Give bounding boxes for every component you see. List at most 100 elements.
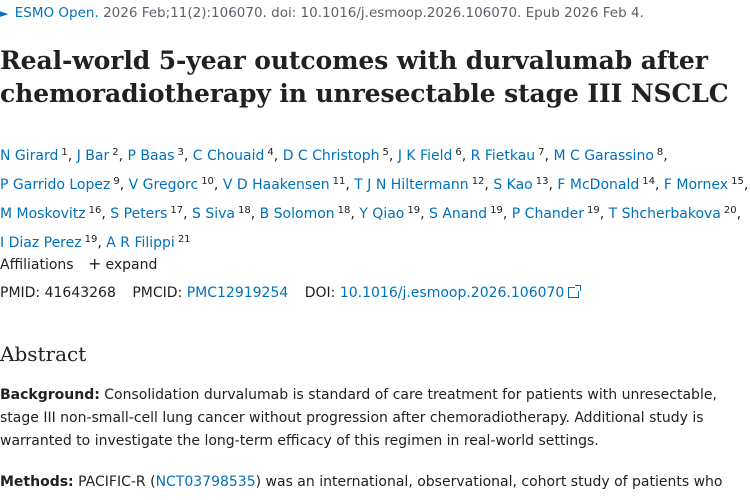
author-item: J K Field 6,: [397, 147, 467, 164]
expand-arrow-icon[interactable]: ►: [0, 7, 9, 20]
plus-icon: +: [88, 254, 102, 273]
affiliations-expand-button[interactable]: + expand: [88, 254, 158, 273]
affiliation-number-link[interactable]: 13: [535, 176, 549, 187]
affiliation-number-link[interactable]: 16: [88, 205, 102, 216]
background-text: Consolidation durvalumab is standard of …: [0, 387, 717, 449]
affiliation-number-link[interactable]: 4: [267, 147, 274, 158]
author-name-link[interactable]: V Gregorc: [128, 177, 199, 193]
affiliation-number-link[interactable]: 17: [170, 205, 184, 216]
affiliation-number-link[interactable]: 6: [455, 147, 462, 158]
author-item: C Chouaid 4,: [192, 147, 279, 164]
author-name-link[interactable]: Y Qiao: [359, 206, 405, 222]
author-item: F McDonald 14,: [557, 176, 660, 193]
author-name-link[interactable]: J Bar: [76, 148, 110, 164]
affiliation-number-link[interactable]: 20: [723, 205, 737, 216]
author-item: F Mornex 15,: [663, 176, 749, 193]
affiliation-number-link[interactable]: 7: [538, 147, 545, 158]
author-name-link[interactable]: P Garrido Lopez: [0, 177, 111, 193]
affiliation-number-link[interactable]: 18: [237, 205, 251, 216]
methods-text-pre: PACIFIC-R (: [78, 474, 156, 490]
affiliations-label: Affiliations: [0, 257, 74, 273]
author-item: P Chander 19,: [511, 205, 605, 222]
affiliation-number-link[interactable]: 1: [61, 147, 68, 158]
affiliation-number-link[interactable]: 15: [731, 176, 744, 187]
affiliation-number-link[interactable]: 9: [113, 176, 120, 187]
author-item: S Anand 19,: [429, 205, 508, 222]
author-item: S Kao 13,: [493, 176, 553, 193]
doi-link[interactable]: 10.1016/j.esmoop.2026.106070: [339, 285, 582, 301]
author-name-link[interactable]: F McDonald: [557, 177, 640, 193]
pmid-label: PMID:: [0, 285, 41, 301]
affiliation-number-link[interactable]: 11: [332, 176, 346, 187]
author-name-link[interactable]: C Chouaid: [192, 148, 265, 164]
author-name-link[interactable]: J K Field: [397, 148, 453, 164]
author-item: Y Qiao 19,: [359, 205, 425, 222]
affiliation-number-link[interactable]: 10: [201, 176, 214, 187]
affiliation-number-link[interactable]: 2: [112, 147, 119, 158]
author-name-link[interactable]: T J N Hiltermann: [354, 177, 469, 193]
author-item: R Fietkau 7,: [470, 147, 549, 164]
author-name-link[interactable]: F Mornex: [663, 177, 729, 193]
citation-line: ► ESMO Open. 2026 Feb;11(2):106070. doi:…: [0, 3, 644, 24]
author-name-link[interactable]: M C Garassino: [553, 148, 654, 164]
affiliation-number-link[interactable]: 8: [656, 147, 664, 158]
affiliation-number-link[interactable]: 19: [587, 205, 600, 216]
affiliations-row: Affiliations + expand: [0, 254, 157, 275]
trial-registry-link[interactable]: NCT03798535: [155, 474, 256, 490]
pmcid-label: PMCID:: [132, 285, 183, 301]
author-item: P Garrido Lopez 9,: [0, 176, 125, 193]
author-item: V Gregorc 10,: [128, 176, 219, 193]
author-item: J Bar 2,: [76, 147, 124, 164]
author-name-link[interactable]: B Solomon: [259, 206, 335, 222]
affiliation-number-link[interactable]: 3: [177, 147, 184, 158]
author-item: N Girard 1,: [0, 147, 73, 164]
author-name-link[interactable]: S Peters: [110, 206, 168, 222]
affiliation-number-link[interactable]: 19: [490, 205, 503, 216]
author-item: A R Filippi 21: [106, 234, 191, 251]
author-item: M C Garassino 8,: [553, 147, 668, 164]
author-name-link[interactable]: N Girard: [0, 148, 59, 164]
methods-label: Methods:: [0, 474, 74, 490]
affiliation-number-link[interactable]: 14: [642, 176, 655, 187]
pmcid-link[interactable]: PMC12919254: [186, 285, 289, 301]
author-name-link[interactable]: R Fietkau: [470, 148, 536, 164]
author-item: M Moskovitz 16,: [0, 205, 106, 222]
background-label: Background:: [0, 387, 100, 403]
doi-label: DOI:: [304, 285, 336, 301]
affiliation-number-link[interactable]: 19: [84, 234, 98, 245]
external-link-icon: [568, 285, 582, 298]
affiliation-number-link[interactable]: 12: [471, 176, 485, 187]
doi-link-text: 10.1016/j.esmoop.2026.106070: [339, 285, 565, 301]
author-name-link[interactable]: A R Filippi: [106, 235, 175, 251]
journal-link[interactable]: ESMO Open.: [14, 5, 99, 21]
affiliation-number-link[interactable]: 21: [177, 234, 191, 245]
author-item: D C Christoph 5,: [282, 147, 394, 164]
author-item: P Baas 3,: [127, 147, 189, 164]
author-name-link[interactable]: V D Haakensen: [222, 177, 330, 193]
abstract-heading: Abstract: [0, 342, 87, 366]
affiliation-number-link[interactable]: 19: [407, 205, 421, 216]
expand-label: expand: [105, 257, 158, 273]
author-item: B Solomon 18,: [259, 205, 355, 222]
author-name-link[interactable]: S Siva: [191, 206, 235, 222]
abstract-background: Background: Consolidation durvalumab is …: [0, 384, 750, 453]
identifiers-row: PMID: 41643268 PMCID: PMC12919254 DOI: 1…: [0, 283, 582, 303]
methods-text-post: ) was an international, observational, c…: [255, 474, 723, 490]
author-name-link[interactable]: S Kao: [493, 177, 533, 193]
author-list: N Girard 1, J Bar 2, P Baas 3, C Chouaid 4, …: [0, 140, 750, 256]
author-item: S Siva 18,: [191, 205, 256, 222]
author-name-link[interactable]: S Anand: [429, 206, 488, 222]
author-item: S Peters 17,: [110, 205, 188, 222]
author-name-link[interactable]: I Diaz Perez: [0, 235, 82, 251]
author-name-link[interactable]: D C Christoph: [282, 148, 380, 164]
affiliation-number-link[interactable]: 5: [382, 147, 389, 158]
author-item: T J N Hiltermann 12,: [354, 176, 489, 193]
author-name-link[interactable]: P Chander: [511, 206, 585, 222]
article-title: Real-world 5-year outcomes with durvalum…: [0, 46, 729, 108]
affiliation-number-link[interactable]: 18: [337, 205, 351, 216]
author-name-link[interactable]: T Shcherbakova: [608, 206, 721, 222]
pmid-value: 41643268: [44, 285, 116, 301]
author-name-link[interactable]: M Moskovitz: [0, 206, 86, 222]
author-name-link[interactable]: P Baas: [127, 148, 175, 164]
author-item: I Diaz Perez 19,: [0, 234, 102, 251]
